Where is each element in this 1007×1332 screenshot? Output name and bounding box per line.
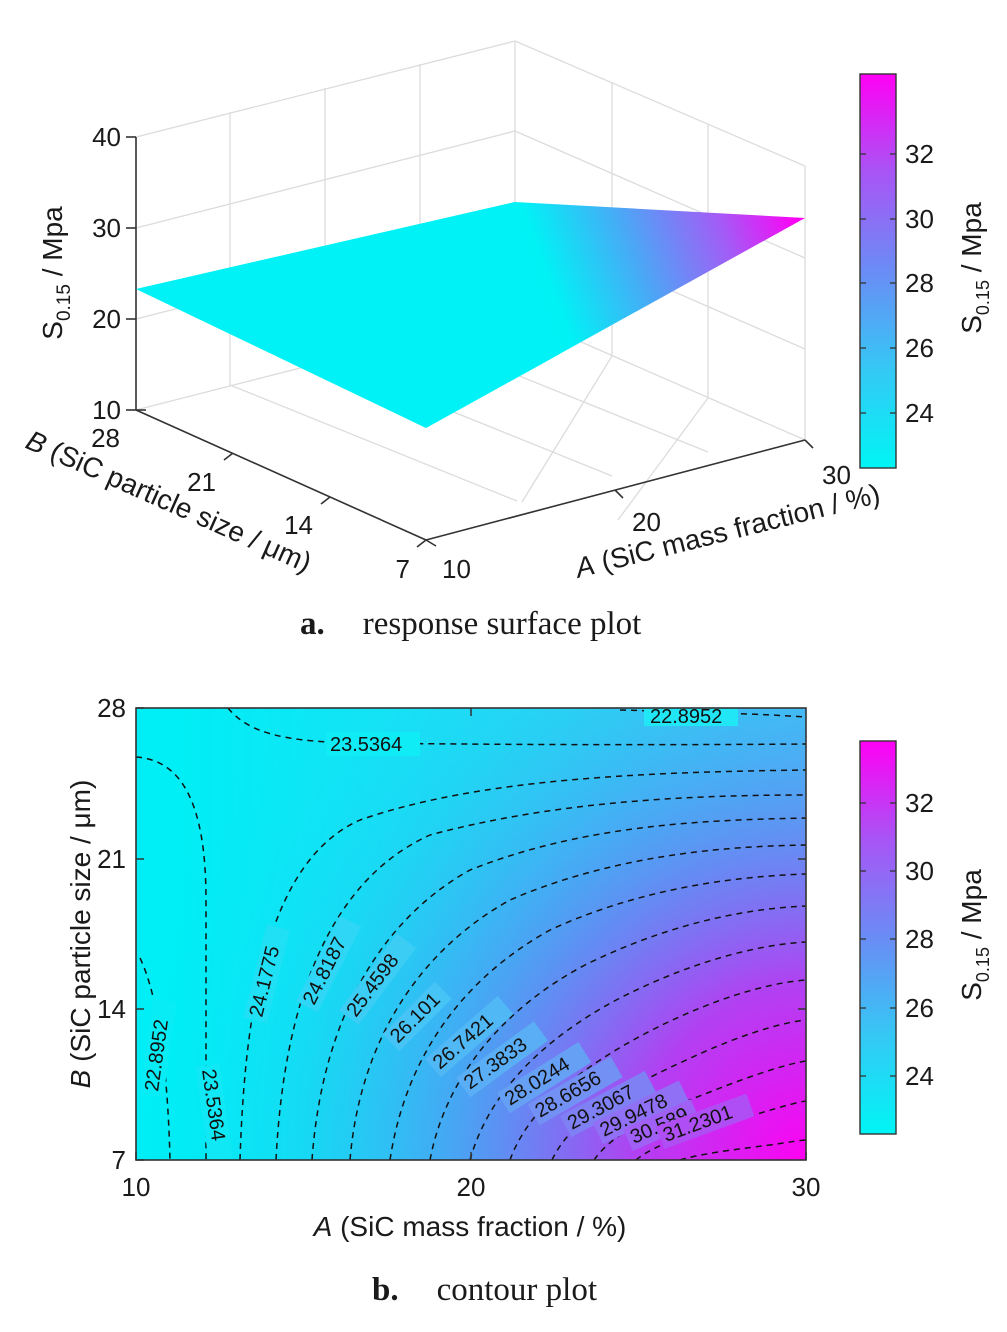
colorbar-tick: 24 <box>905 398 934 428</box>
contour-plot: 22.8952 23.5364 22.8952 23.5364 24.1775 <box>65 693 993 1242</box>
colorbar-tick: 32 <box>905 139 934 169</box>
z-tick-label: 40 <box>92 122 121 152</box>
caption-text: response surface plot <box>362 606 642 642</box>
ticks-3d <box>126 136 814 548</box>
colorbar-a: 24 26 28 30 32 S0.15 / Mpa <box>859 73 993 469</box>
x-tick-label: 20 <box>457 1172 486 1202</box>
y-tick-label: 7 <box>396 554 410 584</box>
y-tick-label: 7 <box>112 1145 126 1175</box>
colorbar-tick: 26 <box>905 333 934 363</box>
z-axis-label: S0.15 / Mpa <box>37 206 75 340</box>
contour-ticks <box>135 707 807 1161</box>
z-tick-label: 20 <box>92 304 121 334</box>
colorbar-tick: 32 <box>905 788 934 818</box>
y-axis-label: B (SiC particle size / μm) <box>22 424 317 578</box>
colorbar-tick: 26 <box>905 993 934 1023</box>
x-tick-label: 30 <box>822 460 851 490</box>
contour-label: 22.8952 <box>650 706 722 728</box>
svg-text:B (SiC particle size / μm): B (SiC particle size / μm) <box>22 424 317 578</box>
caption-text: contour plot <box>436 1272 598 1308</box>
colorbar-tick: 30 <box>905 204 934 234</box>
colorbar-tick: 28 <box>905 924 934 954</box>
z-tick-label: 10 <box>92 395 121 425</box>
caption-a: a. response surface plot <box>300 606 641 643</box>
colorbar-tick: 30 <box>905 856 934 886</box>
svg-text:S0.15 / Mpa: S0.15 / Mpa <box>956 202 993 334</box>
x-axis-label: A (SiC mass fraction / %) <box>570 478 883 584</box>
x-tick-label: 30 <box>792 1172 821 1202</box>
svg-text:S0.15 / Mpa: S0.15 / Mpa <box>37 206 75 340</box>
y-tick-label: 28 <box>91 423 120 453</box>
colorbar-label: S0.15 / Mpa <box>956 869 993 1001</box>
colorbar-tick: 28 <box>905 268 934 298</box>
x-tick-label: 10 <box>122 1172 151 1202</box>
x-tick-label: 10 <box>442 554 471 584</box>
caption-letter: a. <box>300 606 325 642</box>
colorbar-tick: 24 <box>905 1061 934 1091</box>
y-axis-label: B (SiC particle size / μm) <box>65 780 96 1089</box>
colorbar-b: 24 26 28 30 32 S0.15 / Mpa <box>859 740 993 1135</box>
z-tick-label: 30 <box>92 213 121 243</box>
y-tick-label: 14 <box>284 510 313 540</box>
x-axis-label: A (SiC mass fraction / %) <box>312 1211 627 1242</box>
x-tick-label: 20 <box>632 507 661 537</box>
y-tick-label: 14 <box>97 994 126 1024</box>
colorbar-label: S0.15 / Mpa <box>956 202 993 334</box>
surface-plot: 40 30 20 10 28 21 14 7 10 20 30 S0.15 / … <box>22 40 993 584</box>
svg-text:S0.15 / Mpa: S0.15 / Mpa <box>956 869 993 1001</box>
y-tick-label: 21 <box>97 844 126 874</box>
contour-label: 23.5364 <box>330 734 402 756</box>
svg-text:A (SiC mass fraction / %): A (SiC mass fraction / %) <box>570 478 883 584</box>
caption-b: b. contour plot <box>372 1272 597 1309</box>
y-tick-label: 21 <box>187 467 216 497</box>
svg-text:A (SiC mass fraction / %): A (SiC mass fraction / %) <box>312 1211 627 1242</box>
y-tick-label: 28 <box>97 693 126 723</box>
caption-letter: b. <box>372 1272 399 1308</box>
svg-text:B (SiC particle size / μm): B (SiC particle size / μm) <box>65 780 96 1089</box>
contour-labels: 22.8952 23.5364 22.8952 23.5364 24.1775 <box>139 706 755 1160</box>
